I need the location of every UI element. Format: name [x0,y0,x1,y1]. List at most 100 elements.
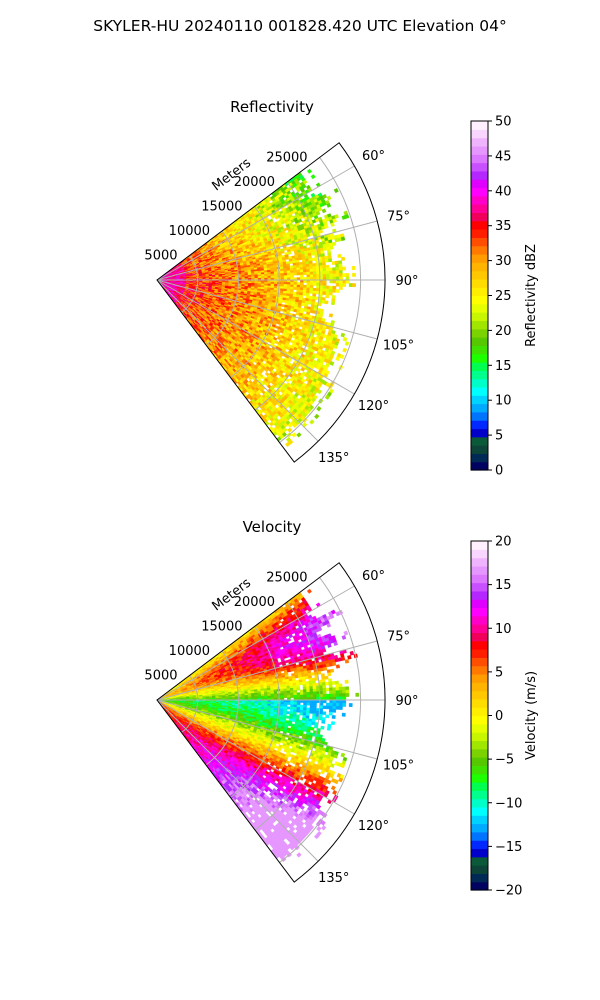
field-cell [352,283,356,288]
field-cell [283,272,288,276]
field-cell [321,259,326,263]
field-cell [331,261,336,265]
field-cell [348,283,353,288]
field-cell [293,269,298,274]
field-cell [283,268,288,272]
field-cell [280,270,285,274]
field-cell [247,276,252,279]
field-cell [339,273,343,277]
field-cell [325,270,330,275]
field-cell [299,284,304,288]
field-cell [332,285,337,290]
field-cell [340,236,346,241]
field-cell [338,263,343,268]
field-cell [270,275,275,279]
field-cell [302,269,307,273]
field-cell [302,292,307,296]
field-cell [306,287,311,291]
field-cell [311,257,316,262]
field-cell [296,269,301,273]
field-cell [321,262,326,266]
field-cell [270,271,275,275]
field-cell [309,274,314,278]
field-cell [328,258,333,263]
field-cell [289,286,294,290]
panel-title: Reflectivity [230,98,314,116]
field-cell [301,422,308,428]
field-cell [289,270,294,274]
field-cell [303,284,307,289]
field-cell [241,276,246,279]
field-cell [289,267,294,271]
field-cell [306,168,312,174]
field-cell [307,301,313,305]
field-cell [301,302,306,307]
field-cell [264,281,268,285]
field-cell [267,281,272,285]
field-cell [290,284,294,288]
field-cell [338,260,343,265]
field-cell [290,272,294,276]
field-cell [352,272,356,277]
field-cell [306,284,311,289]
field-cell [283,286,288,290]
field-cell [328,267,333,272]
field-cell [337,253,342,259]
field-cell [342,336,348,342]
field-cell [286,286,291,290]
field-cell [293,284,298,288]
field-cell [312,274,317,278]
field-cell [309,268,314,273]
field-cell [281,299,286,303]
field-cell [303,271,307,276]
field-cell [329,273,334,278]
field-cell [341,266,346,271]
field-cell [322,288,327,293]
field-cell [335,273,340,278]
field-cell [274,275,278,279]
field-cell [280,250,285,254]
field-cell [283,281,288,285]
field-cell [298,256,303,261]
field-cell [335,282,340,287]
field-cell [287,427,293,433]
field-cell [338,266,343,271]
field-cell [309,266,314,270]
field-cell [280,282,285,285]
field-cell [286,270,291,274]
field-cell [329,270,334,275]
field-cell [285,256,290,260]
field-cell [333,188,339,194]
field-cell [261,275,265,279]
field-cell [312,282,317,286]
field-cell [322,291,327,296]
field-cell [293,286,298,291]
field-cell [322,267,327,272]
field-cell [305,263,310,268]
field-cell [326,195,332,201]
field-cell [332,273,337,278]
field-cell [335,263,340,268]
field-cell [290,274,295,278]
field-cell [283,270,288,274]
field-cell [296,282,301,286]
field-cell [257,274,262,277]
field-cell [274,281,278,285]
field-cell [328,313,334,318]
field-cell [324,300,329,305]
field-cell [309,290,314,294]
field-cell [322,264,327,269]
field-cell [267,273,272,277]
field-cell [342,282,347,287]
field-cell [316,274,320,278]
field-cell [335,267,340,271]
field-cell [291,432,297,438]
field-cell [299,287,304,291]
field-cell [325,294,330,299]
field-cell [309,285,314,289]
field-cell [342,273,347,278]
field-cell [312,268,317,273]
field-cell [331,241,337,247]
field-cell [290,282,295,286]
